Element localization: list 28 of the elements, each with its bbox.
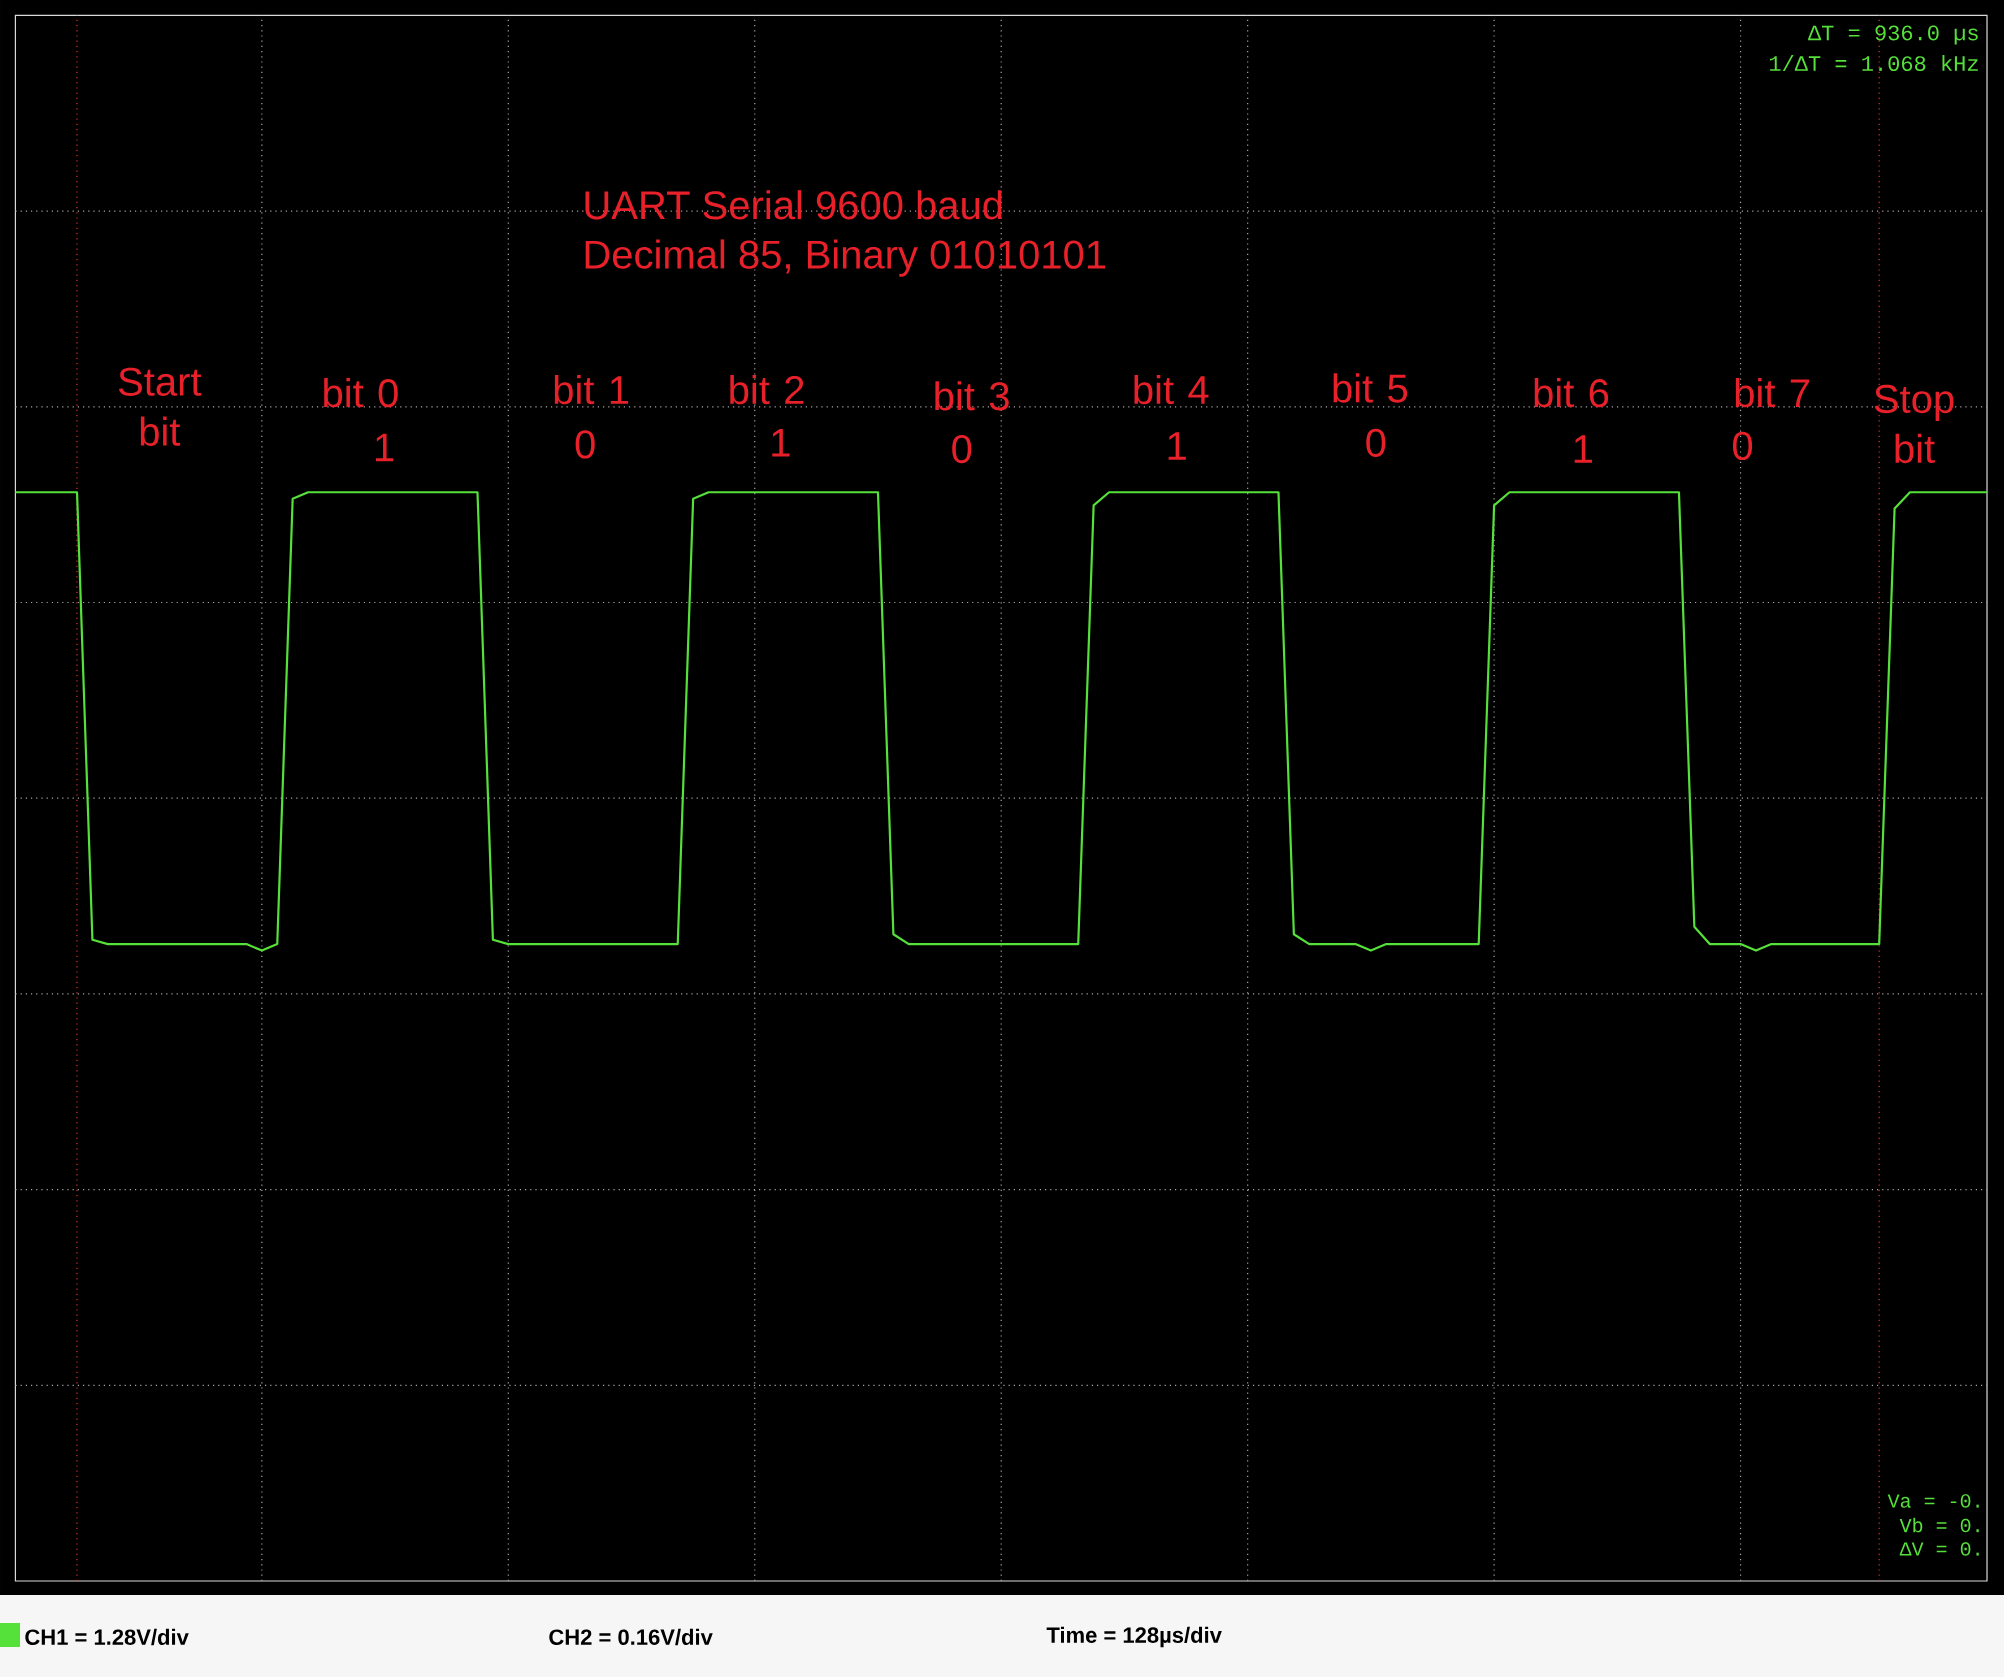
text: Stop bit [1874,384,1954,464]
text: bit 4 [1134,374,1209,405]
text: bit 5 [1333,373,1408,403]
annotation: Vb = 0. [1899,1517,1979,1533]
text: 0 [1732,431,1753,461]
text: 1/ΔT = 1.068 kHz [1769,54,1978,72]
text: ΔT = 936.0 µs [1808,25,1978,45]
text: bit 2 [730,374,804,405]
text: 0 [952,434,972,464]
text: 1 [376,433,394,462]
text: 1 [1574,435,1592,463]
text: bit 3 [935,381,1009,411]
text: 0 [1366,428,1386,457]
chart-title: UART Serial 9600 baud [585,190,1002,220]
annotation: ΔV = 0. [1899,1542,1979,1556]
text: 1 [772,429,790,457]
chart-subtitle: Decimal 85, Binary 01010101 [585,239,1106,277]
text: CH2 = 0.16V/div [549,1628,713,1646]
text: bit 6 [1534,378,1609,408]
legend-label: CH1 = 1.28V/div [25,1628,189,1646]
text: 1 [1168,432,1186,460]
text: Time = 128µs/div [1046,1626,1222,1648]
text: 0 [575,430,595,459]
text: Start bit [118,367,202,446]
annotation: Va = -0. [1887,1494,1979,1508]
text: bit 0 [324,378,398,408]
text: bit 7 [1735,378,1809,408]
text: bit 1 [554,374,629,405]
